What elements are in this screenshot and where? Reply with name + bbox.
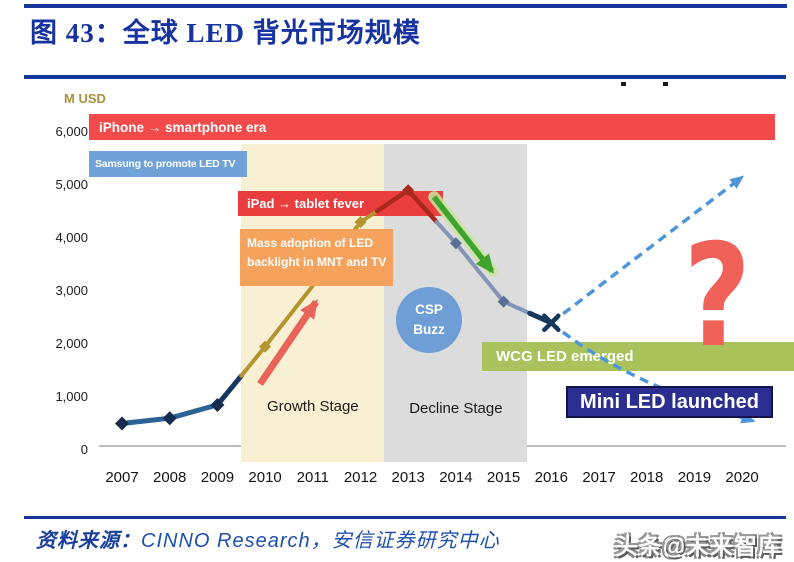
marker-x-2016-0 <box>542 313 561 333</box>
stage-label-1: Decline Stage <box>409 400 503 417</box>
x-tick-2012: 2012 <box>343 469 378 486</box>
x-tick-2018: 2018 <box>630 469 664 486</box>
csp-buzz-line2: Buzz <box>413 322 445 337</box>
series-segment-1 <box>214 373 244 408</box>
annotation-banner-samsung-label: Samsung to promote LED TV <box>95 158 236 170</box>
question-mark-annotation: ? <box>683 214 751 379</box>
x-tick-2008: 2008 <box>153 469 187 486</box>
top-border-rule <box>24 4 787 8</box>
series-segment-5 <box>527 310 554 326</box>
marker-diamond-2008 <box>162 411 177 426</box>
series-segment-0 <box>119 402 220 426</box>
y-tick-3000: 3,000 <box>55 283 88 298</box>
y-tick-1000: 1,000 <box>55 389 88 404</box>
annotation-banner-mass-adoption-line1: Mass adoption of LED <box>247 236 373 250</box>
title-underline-rule <box>24 75 786 79</box>
csp-buzz-bubble: CSP Buzz <box>396 287 462 353</box>
csp-buzz-line1: CSP <box>415 301 443 317</box>
annotation-banner-wcg-label: WCG LED emerged <box>496 348 634 365</box>
marker-diamond-2007 <box>115 416 129 431</box>
y-tick-5000: 5,000 <box>55 177 88 192</box>
x-tick-2009: 2009 <box>200 469 235 486</box>
y-tick-2000: 2,000 <box>55 336 88 351</box>
x-tick-2016: 2016 <box>534 469 568 486</box>
marker-diamond-2009 <box>210 397 225 412</box>
stage-label-0: Growth Stage <box>266 398 359 415</box>
x-tick-2020: 2020 <box>725 469 759 486</box>
mini-led-launched-box: Mini LED launched <box>566 386 773 418</box>
x-tick-2014: 2014 <box>439 469 473 486</box>
annotation-banner-iphone: iPhone → smartphone era <box>89 114 775 140</box>
y-tick-6000: 6,000 <box>55 124 88 139</box>
stray-dot <box>621 82 626 86</box>
x-tick-2015: 2015 <box>486 469 521 486</box>
x-tick-2011: 2011 <box>296 469 329 486</box>
watermark-toutiao: 头条@未来智库 <box>614 533 782 559</box>
bottom-border-rule <box>24 516 786 519</box>
annotation-banner-mass-adoption-line2: backlight in MNT and TV <box>247 255 387 270</box>
x-tick-2010: 2010 <box>248 469 282 486</box>
x-tick-2013: 2013 <box>391 469 425 486</box>
annotation-banner-ipad: iPad → tablet fever <box>238 191 443 216</box>
source-text: CINNO Research，安信证券研究中心 <box>141 530 500 552</box>
x-tick-2007: 2007 <box>105 469 139 486</box>
x-tick-2019: 2019 <box>677 469 712 486</box>
figure-title: 图 43：全球 LED 背光市场规模 <box>30 18 421 48</box>
source-line: 资料来源：CINNO Research，安信证券研究中心 <box>36 524 500 553</box>
y-tick-4000: 4,000 <box>55 230 88 245</box>
y-axis-unit-label: M USD <box>64 91 106 106</box>
x-tick-2017: 2017 <box>582 469 616 486</box>
mini-led-launched-label: Mini LED launched <box>580 390 759 413</box>
source-prefix: 资料来源： <box>36 530 141 552</box>
annotation-banner-iphone-label: iPhone → smartphone era <box>99 119 267 135</box>
marker-x-2016-1 <box>542 313 561 333</box>
annotation-banner-mass-adoption: Mass adoption of LED backlight in MNT an… <box>240 229 393 286</box>
annotation-banner-ipad-label: iPad → tablet fever <box>247 196 365 211</box>
annotation-banner-samsung: Samsung to promote LED TV <box>89 151 247 177</box>
y-tick-0: 0 <box>80 442 88 457</box>
stray-dot <box>663 82 668 86</box>
